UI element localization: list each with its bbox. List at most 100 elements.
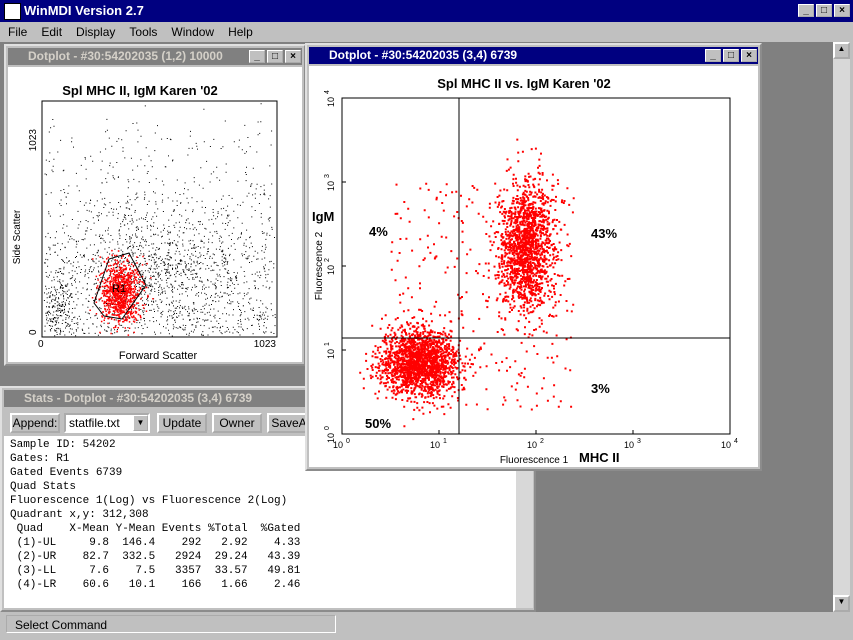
stats-line: Gated Events 6739 xyxy=(10,467,123,479)
stats-line: Gates: R1 xyxy=(10,453,70,465)
owner-button[interactable]: Owner xyxy=(212,413,262,433)
y-tick-base: 10 xyxy=(326,433,336,443)
stats-row: (1)-UL 9.8 146.4 292 2.92 4.33 xyxy=(10,536,510,550)
menu-item[interactable]: Window xyxy=(171,25,215,39)
y-annotation: IgM xyxy=(312,209,334,224)
stats-text: Sample ID: 54202 Gates: R1 Gated Events 67… xyxy=(4,436,516,608)
plot-title: Spl MHC II, IgM Karen '02 xyxy=(62,83,218,98)
x-annotation: MHC II xyxy=(579,450,619,465)
stats-cell: %Gated xyxy=(260,523,301,535)
menu-bar: File Edit Display Tools Window Help xyxy=(0,22,853,42)
saveas-button[interactable]: SaveAs xyxy=(267,413,317,433)
stats-window: Stats - Dotplot - #30:54202035 (3,4) 673… xyxy=(0,386,536,612)
file-name: statfile.txt xyxy=(69,416,120,430)
stats-cell: %Total xyxy=(208,523,248,535)
stats-row: (2)-UR 82.7 332.5 2924 29.24 43.39 xyxy=(10,550,510,564)
stats-cell: Events xyxy=(161,523,202,535)
stats-line: Sample ID: 54202 xyxy=(10,439,116,451)
stats-cell: (4)-LR xyxy=(16,579,57,591)
x-tick-base: 10 xyxy=(430,440,440,450)
stats-cell: 3357 xyxy=(175,565,202,577)
y-tick-exp: 2 xyxy=(324,258,331,262)
menu-item[interactable]: Tools xyxy=(129,25,158,39)
x-tick-base: 10 xyxy=(527,440,537,450)
stats-cell: (3)-LL xyxy=(16,565,57,577)
stats-cell: 1.66 xyxy=(221,579,248,591)
menu-item[interactable]: Edit xyxy=(41,25,63,39)
stats-cell: 43.39 xyxy=(267,551,301,563)
y-tick-base: 10 xyxy=(326,97,336,107)
y-tick-label: 1023 xyxy=(28,129,39,152)
x-tick-exp: 0 xyxy=(346,438,350,445)
dotplot2-window: Dotplot - #30:54202035 (3,4) 6739 _ □ × 10… xyxy=(305,43,762,471)
quadrant-label: 43% xyxy=(591,226,617,241)
stats-cell: 33.57 xyxy=(214,565,248,577)
stats-cell: 9.8 xyxy=(89,537,109,549)
app-title: WinMDI Version 2.7 xyxy=(24,3,144,18)
stats-cell: 29.24 xyxy=(214,551,248,563)
y-tick-base: 10 xyxy=(326,349,336,359)
window-buttons[interactable]: _ □ × xyxy=(249,50,301,63)
x-tick-label: 1023 xyxy=(254,339,277,350)
stats-cell: 332.5 xyxy=(122,551,156,563)
app-icon xyxy=(4,3,21,20)
dotplot1: Spl MHC II, IgM Karen '02 Side Scatter F… xyxy=(8,67,302,362)
stats-cell: 166 xyxy=(181,579,202,591)
y-tick-exp: 4 xyxy=(324,90,331,94)
app-title-bar: WinMDI Version 2.7 _ □ × xyxy=(0,0,853,22)
menu-item[interactable]: File xyxy=(8,25,28,39)
stats-row: (3)-LL 7.6 7.5 3357 33.57 49.81 xyxy=(10,564,510,578)
quadrant-label: 4% xyxy=(369,224,388,239)
y-label: Side Scatter xyxy=(12,209,23,264)
menu-item[interactable]: Display xyxy=(76,25,116,39)
plot-frame xyxy=(41,100,278,338)
window-title: Dotplot - #30:54202035 (3,4) 6739 xyxy=(309,47,758,64)
menu-item[interactable]: Help xyxy=(228,25,253,39)
quadrant-label: 3% xyxy=(591,381,610,396)
x-tick-exp: 1 xyxy=(443,438,447,445)
x-label: Fluorescence 1 xyxy=(500,455,569,466)
x-tick-exp: 3 xyxy=(637,438,641,445)
gate xyxy=(93,252,147,320)
stats-cell: (2)-UR xyxy=(16,551,57,563)
stats-cell: 7.5 xyxy=(135,565,156,577)
stats-cell: 2.92 xyxy=(221,537,248,549)
x-tick-base: 10 xyxy=(721,440,731,450)
stats-line: Quadrant x,y: 312,308 xyxy=(10,509,149,521)
stats-scrollbar[interactable] xyxy=(516,436,533,608)
x-tick-exp: 4 xyxy=(734,438,738,445)
window-title-text: Stats - Dotplot - #30:54202035 (3,4) 673… xyxy=(24,391,253,405)
gate-label: R1 xyxy=(112,283,126,295)
stats-cell: 2924 xyxy=(175,551,202,563)
toolbar: Append: statfile.txt ▼ Update Owner SaveA… xyxy=(2,409,534,435)
plot-title: Spl MHC II vs. IgM Karen '02 xyxy=(437,76,611,91)
window-title: Dotplot - #30:54202035 (1,2) 10000 xyxy=(8,48,302,65)
scrollbar[interactable]: ▲ ▼ xyxy=(833,42,850,612)
stats-cell: 10.1 xyxy=(128,579,156,591)
x-tick-label: 0 xyxy=(38,339,44,350)
x-label: Forward Scatter xyxy=(119,350,198,362)
stats-cell: 4.33 xyxy=(274,537,301,549)
app-buttons[interactable]: _ □ × xyxy=(798,4,850,17)
stats-cell: 292 xyxy=(181,537,202,549)
update-button[interactable]: Update xyxy=(157,413,207,433)
stats-cell: 60.6 xyxy=(82,579,109,591)
y-tick-exp: 1 xyxy=(324,342,331,346)
events xyxy=(359,138,575,428)
stats-header: Quad X-Mean Y-Mean Events %Total %Gated xyxy=(10,522,510,536)
x-tick-exp: 2 xyxy=(540,438,544,445)
append-button[interactable]: Append: xyxy=(10,413,60,433)
y-tick-base: 10 xyxy=(326,181,336,191)
stats-cell: 146.4 xyxy=(122,537,156,549)
stats-line: Quad Stats xyxy=(10,481,77,493)
dotplot1-window: Dotplot - #30:54202035 (1,2) 10000 _ □ × S… xyxy=(4,44,306,366)
stats-cell: Quad xyxy=(16,523,43,535)
y-tick-exp: 3 xyxy=(324,174,331,178)
file-combo[interactable]: statfile.txt ▼ xyxy=(64,413,150,433)
stats-cell: 2.46 xyxy=(274,579,301,591)
window-title-text: Dotplot - #30:54202035 (3,4) 6739 xyxy=(329,48,518,62)
stats-cell: 49.81 xyxy=(267,565,301,577)
window-buttons[interactable]: _ □ × xyxy=(705,49,757,62)
